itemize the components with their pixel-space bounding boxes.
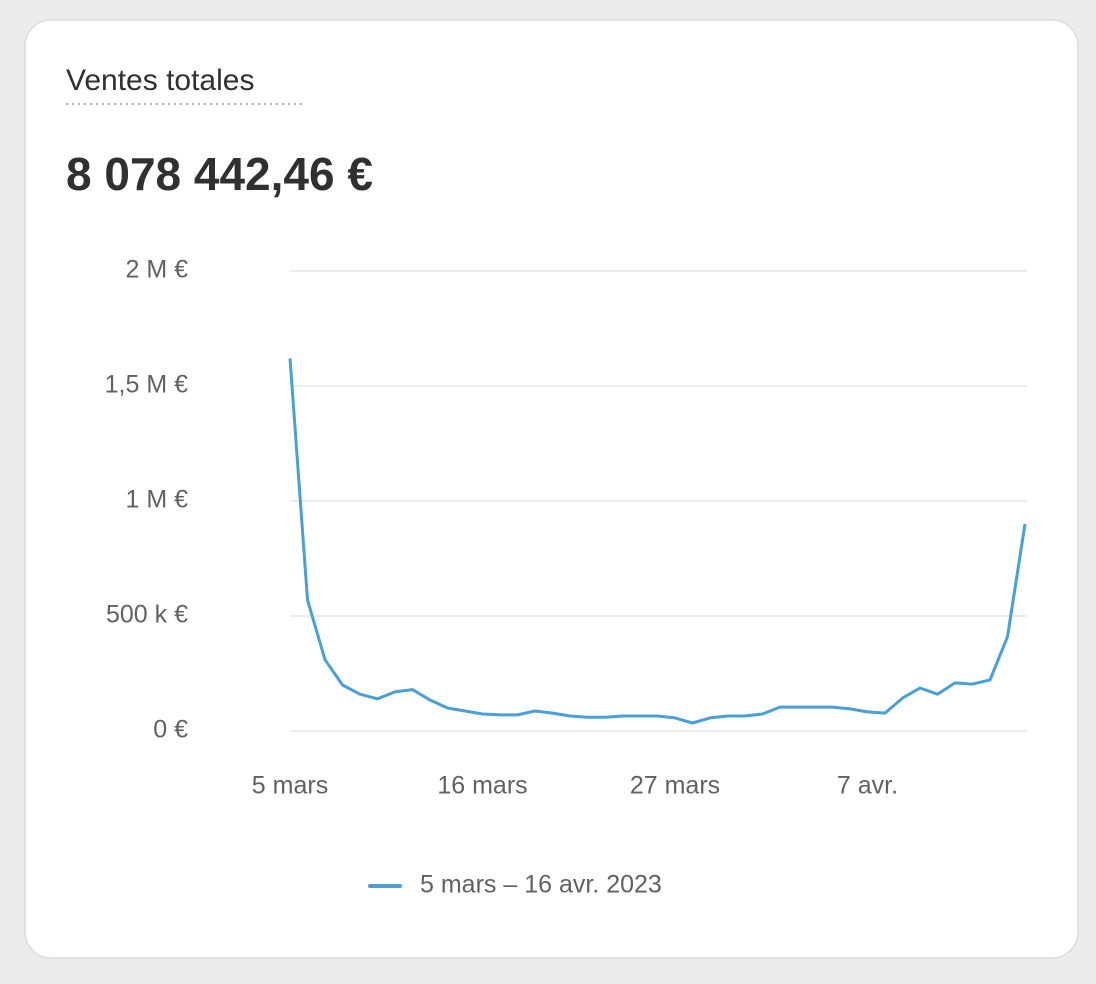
total-value: 8 078 442,46 €: [66, 148, 373, 200]
y-tick-label: 500 k €: [106, 601, 188, 629]
card-title[interactable]: Ventes totales: [66, 64, 254, 97]
y-tick-label: 0 €: [153, 716, 188, 744]
card: [24, 19, 1079, 959]
x-tick-label: 27 mars: [630, 772, 720, 800]
y-tick-label: 1,5 M €: [105, 371, 188, 399]
y-tick-label: 1 M €: [125, 486, 188, 514]
legend-label: 5 mars – 16 avr. 2023: [420, 871, 662, 899]
x-tick-label: 5 mars: [252, 772, 328, 800]
x-tick-label: 16 mars: [437, 772, 527, 800]
data-line: [288, 358, 1027, 725]
x-tick-label: 7 avr.: [837, 772, 898, 800]
y-tick-label: 2 M €: [125, 256, 188, 284]
